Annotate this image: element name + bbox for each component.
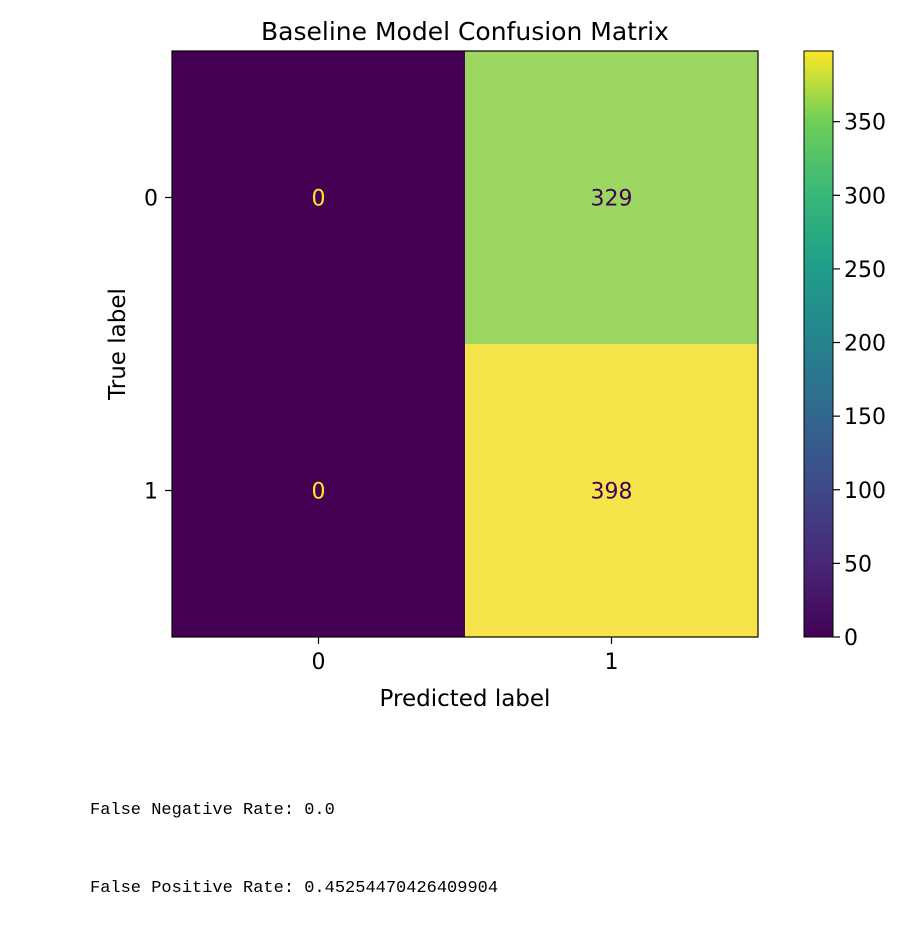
y-tick-label: 0 [144, 187, 158, 212]
x-tick-label: 0 [312, 650, 326, 675]
y-axis-label: True label [105, 288, 131, 401]
false-negative-rate-line: False Negative Rate: 0.0 [90, 801, 335, 820]
x-tick-label: 1 [605, 650, 619, 675]
x-axis-label: Predicted label [380, 686, 551, 712]
colorbar-tick-label: 250 [844, 258, 886, 283]
y-axis-ticks: 01 [144, 187, 172, 505]
cell-value-label: 398 [591, 480, 633, 505]
colorbar-tick-label: 350 [844, 111, 886, 136]
matrix-cell [465, 51, 758, 344]
cell-value-label: 0 [312, 187, 326, 212]
colorbar-tick-label: 0 [844, 626, 858, 651]
colorbar-tick-label: 200 [844, 332, 886, 357]
colorbar-tick-label: 300 [844, 184, 886, 209]
colorbar-ticks: 0 50 100 150 200 250 300 350 [833, 111, 886, 651]
cell-output: False Negative Rate: 0.0 False Positive … [90, 746, 498, 928]
false-positive-rate-line: False Positive Rate: 0.45254470426409904 [90, 879, 499, 898]
plot-frame [171, 50, 759, 638]
y-tick-label: 1 [144, 480, 158, 505]
colorbar-tick-label: 100 [844, 479, 886, 504]
matrix-cell [172, 51, 465, 344]
confusion-matrix-chart: Baseline Model Confusion Matrix 0 329 0 398… [105, 17, 886, 712]
cell-value-label: 0 [312, 480, 326, 505]
matrix-cell [465, 344, 758, 637]
colorbar-tick-label: 50 [844, 552, 872, 577]
matrix-cell [172, 344, 465, 637]
cell-value-label: 329 [591, 187, 633, 212]
colorbar [803, 50, 834, 638]
chart-title: Baseline Model Confusion Matrix [261, 17, 669, 46]
matrix-cell-labels: 0 329 0 398 [312, 187, 633, 505]
colorbar-tick-label: 150 [844, 405, 886, 430]
matrix-cells [172, 51, 758, 637]
